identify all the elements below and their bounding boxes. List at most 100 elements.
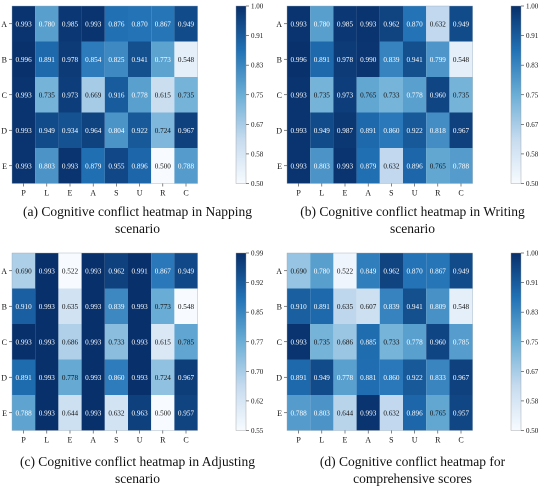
- cell-value-label: 0.973: [62, 91, 79, 99]
- cell-value-label: 0.916: [108, 91, 125, 99]
- heatmap-cell: [12, 324, 36, 360]
- cell-value-label: 0.985: [337, 20, 354, 28]
- heatmap-cell: [35, 6, 59, 42]
- y-tick-label: B: [277, 302, 282, 311]
- heatmap-cell: [449, 112, 473, 148]
- colorbar-tick-label: 0.58: [526, 150, 539, 158]
- cell-value-label: 0.941: [407, 303, 424, 311]
- heatmap-cell: [35, 77, 59, 113]
- x-tick-label: A: [365, 189, 371, 198]
- x-tick-label: L: [44, 436, 49, 445]
- cell-value-label: 0.891: [360, 127, 377, 135]
- heatmap-cell: [35, 324, 59, 360]
- cell-value-label: 0.993: [39, 267, 56, 275]
- heatmap-cell: [81, 112, 105, 148]
- heatmap-cell: [403, 148, 427, 184]
- heatmap-cell: [12, 253, 36, 289]
- colorbar-tick-label: 0.58: [526, 397, 539, 405]
- heatmap-cell: [403, 112, 427, 148]
- cell-value-label: 0.724: [155, 374, 172, 382]
- heatmap-cell: [379, 6, 403, 42]
- heatmap-cell: [356, 148, 380, 184]
- cell-value-label: 0.891: [314, 56, 331, 64]
- colorbar-tick-label: 0.75: [526, 338, 539, 346]
- cell-value-label: 0.615: [155, 338, 172, 346]
- cell-value-label: 0.891: [314, 303, 331, 311]
- heatmap-cell: [333, 288, 357, 324]
- cell-value-label: 0.967: [178, 127, 195, 135]
- heatmap-cell: [379, 77, 403, 113]
- x-tick-label: S: [389, 189, 393, 198]
- cell-value-label: 0.891: [291, 374, 308, 382]
- colorbar-tick-label: 0.91: [526, 32, 539, 40]
- cell-value-label: 0.780: [314, 267, 331, 275]
- heatmap-cell: [58, 288, 82, 324]
- cell-value-label: 0.891: [39, 56, 56, 64]
- heatmap-cell: [403, 253, 427, 289]
- heatmap-cell: [449, 324, 473, 360]
- x-tick-label: P: [21, 189, 26, 198]
- cell-value-label: 0.993: [39, 338, 56, 346]
- heatmap-cell: [128, 395, 152, 431]
- heatmap-cell: [403, 288, 427, 324]
- cell-value-label: 0.993: [360, 20, 377, 28]
- x-tick-label: C: [183, 436, 188, 445]
- heatmap-cell: [35, 395, 59, 431]
- cell-value-label: 0.733: [383, 91, 400, 99]
- colorbar-tick-label: 0.50: [251, 180, 264, 188]
- cell-value-label: 0.788: [178, 162, 195, 170]
- heatmap-cell: [287, 148, 311, 184]
- heatmap-cell: [104, 395, 128, 431]
- colorbar-tick-label: 0.91: [251, 32, 264, 40]
- x-tick-label: C: [458, 436, 463, 445]
- y-tick-label: B: [2, 55, 7, 64]
- cell-value-label: 0.803: [314, 409, 331, 417]
- colorbar-tick-label: 0.50: [526, 180, 539, 188]
- caption-c: (c) Cognitive conflict heatmap in Adjust…: [0, 453, 275, 487]
- x-tick-label: S: [114, 189, 118, 198]
- heatmap-cell: [310, 148, 334, 184]
- heatmap-cell: [310, 253, 334, 289]
- cell-value-label: 0.978: [337, 56, 354, 64]
- heatmap-cell: [35, 359, 59, 395]
- cell-value-label: 0.922: [407, 374, 424, 382]
- heatmap-cell: [35, 41, 59, 77]
- cell-value-label: 0.967: [453, 374, 470, 382]
- cell-value-label: 0.669: [85, 91, 102, 99]
- cell-value-label: 0.644: [337, 409, 354, 417]
- x-tick-label: R: [435, 189, 441, 198]
- colorbar-tick-label: 0.85: [251, 309, 264, 317]
- heatmap-cell: [449, 253, 473, 289]
- cell-value-label: 0.993: [85, 338, 102, 346]
- heatmap-cell: [310, 112, 334, 148]
- heatmap-cell: [287, 324, 311, 360]
- cell-value-label: 0.644: [62, 409, 79, 417]
- cell-value-label: 0.860: [108, 374, 125, 382]
- x-tick-label: S: [114, 436, 118, 445]
- cell-value-label: 0.910: [291, 303, 308, 311]
- cell-value-label: 0.735: [314, 338, 331, 346]
- heatmap-cell: [151, 324, 175, 360]
- colorbar-tick-label: 0.55: [251, 427, 264, 435]
- cell-value-label: 0.993: [132, 338, 149, 346]
- heatmap-cell: [12, 395, 36, 431]
- cell-value-label: 0.990: [360, 56, 377, 64]
- heatmap-cell: [403, 324, 427, 360]
- y-tick-label: A: [276, 267, 282, 276]
- heatmap-cell: [174, 6, 198, 42]
- heatmap-cell: [333, 324, 357, 360]
- heatmap-cell: [449, 41, 473, 77]
- cell-value-label: 0.993: [291, 162, 308, 170]
- heatmap-cell: [58, 112, 82, 148]
- cell-value-label: 0.993: [291, 338, 308, 346]
- heatmap-cell: [12, 6, 36, 42]
- y-tick-label: A: [1, 20, 7, 29]
- cell-value-label: 0.632: [383, 409, 400, 417]
- cell-value-label: 0.632: [108, 409, 125, 417]
- colorbar-tick-label: 0.83: [251, 62, 264, 70]
- colorbar-tick-label: 0.75: [526, 91, 539, 99]
- heatmap-cell: [58, 77, 82, 113]
- heatmap-cell: [333, 395, 357, 431]
- heatmap-cell: [35, 112, 59, 148]
- heatmap-cell: [81, 148, 105, 184]
